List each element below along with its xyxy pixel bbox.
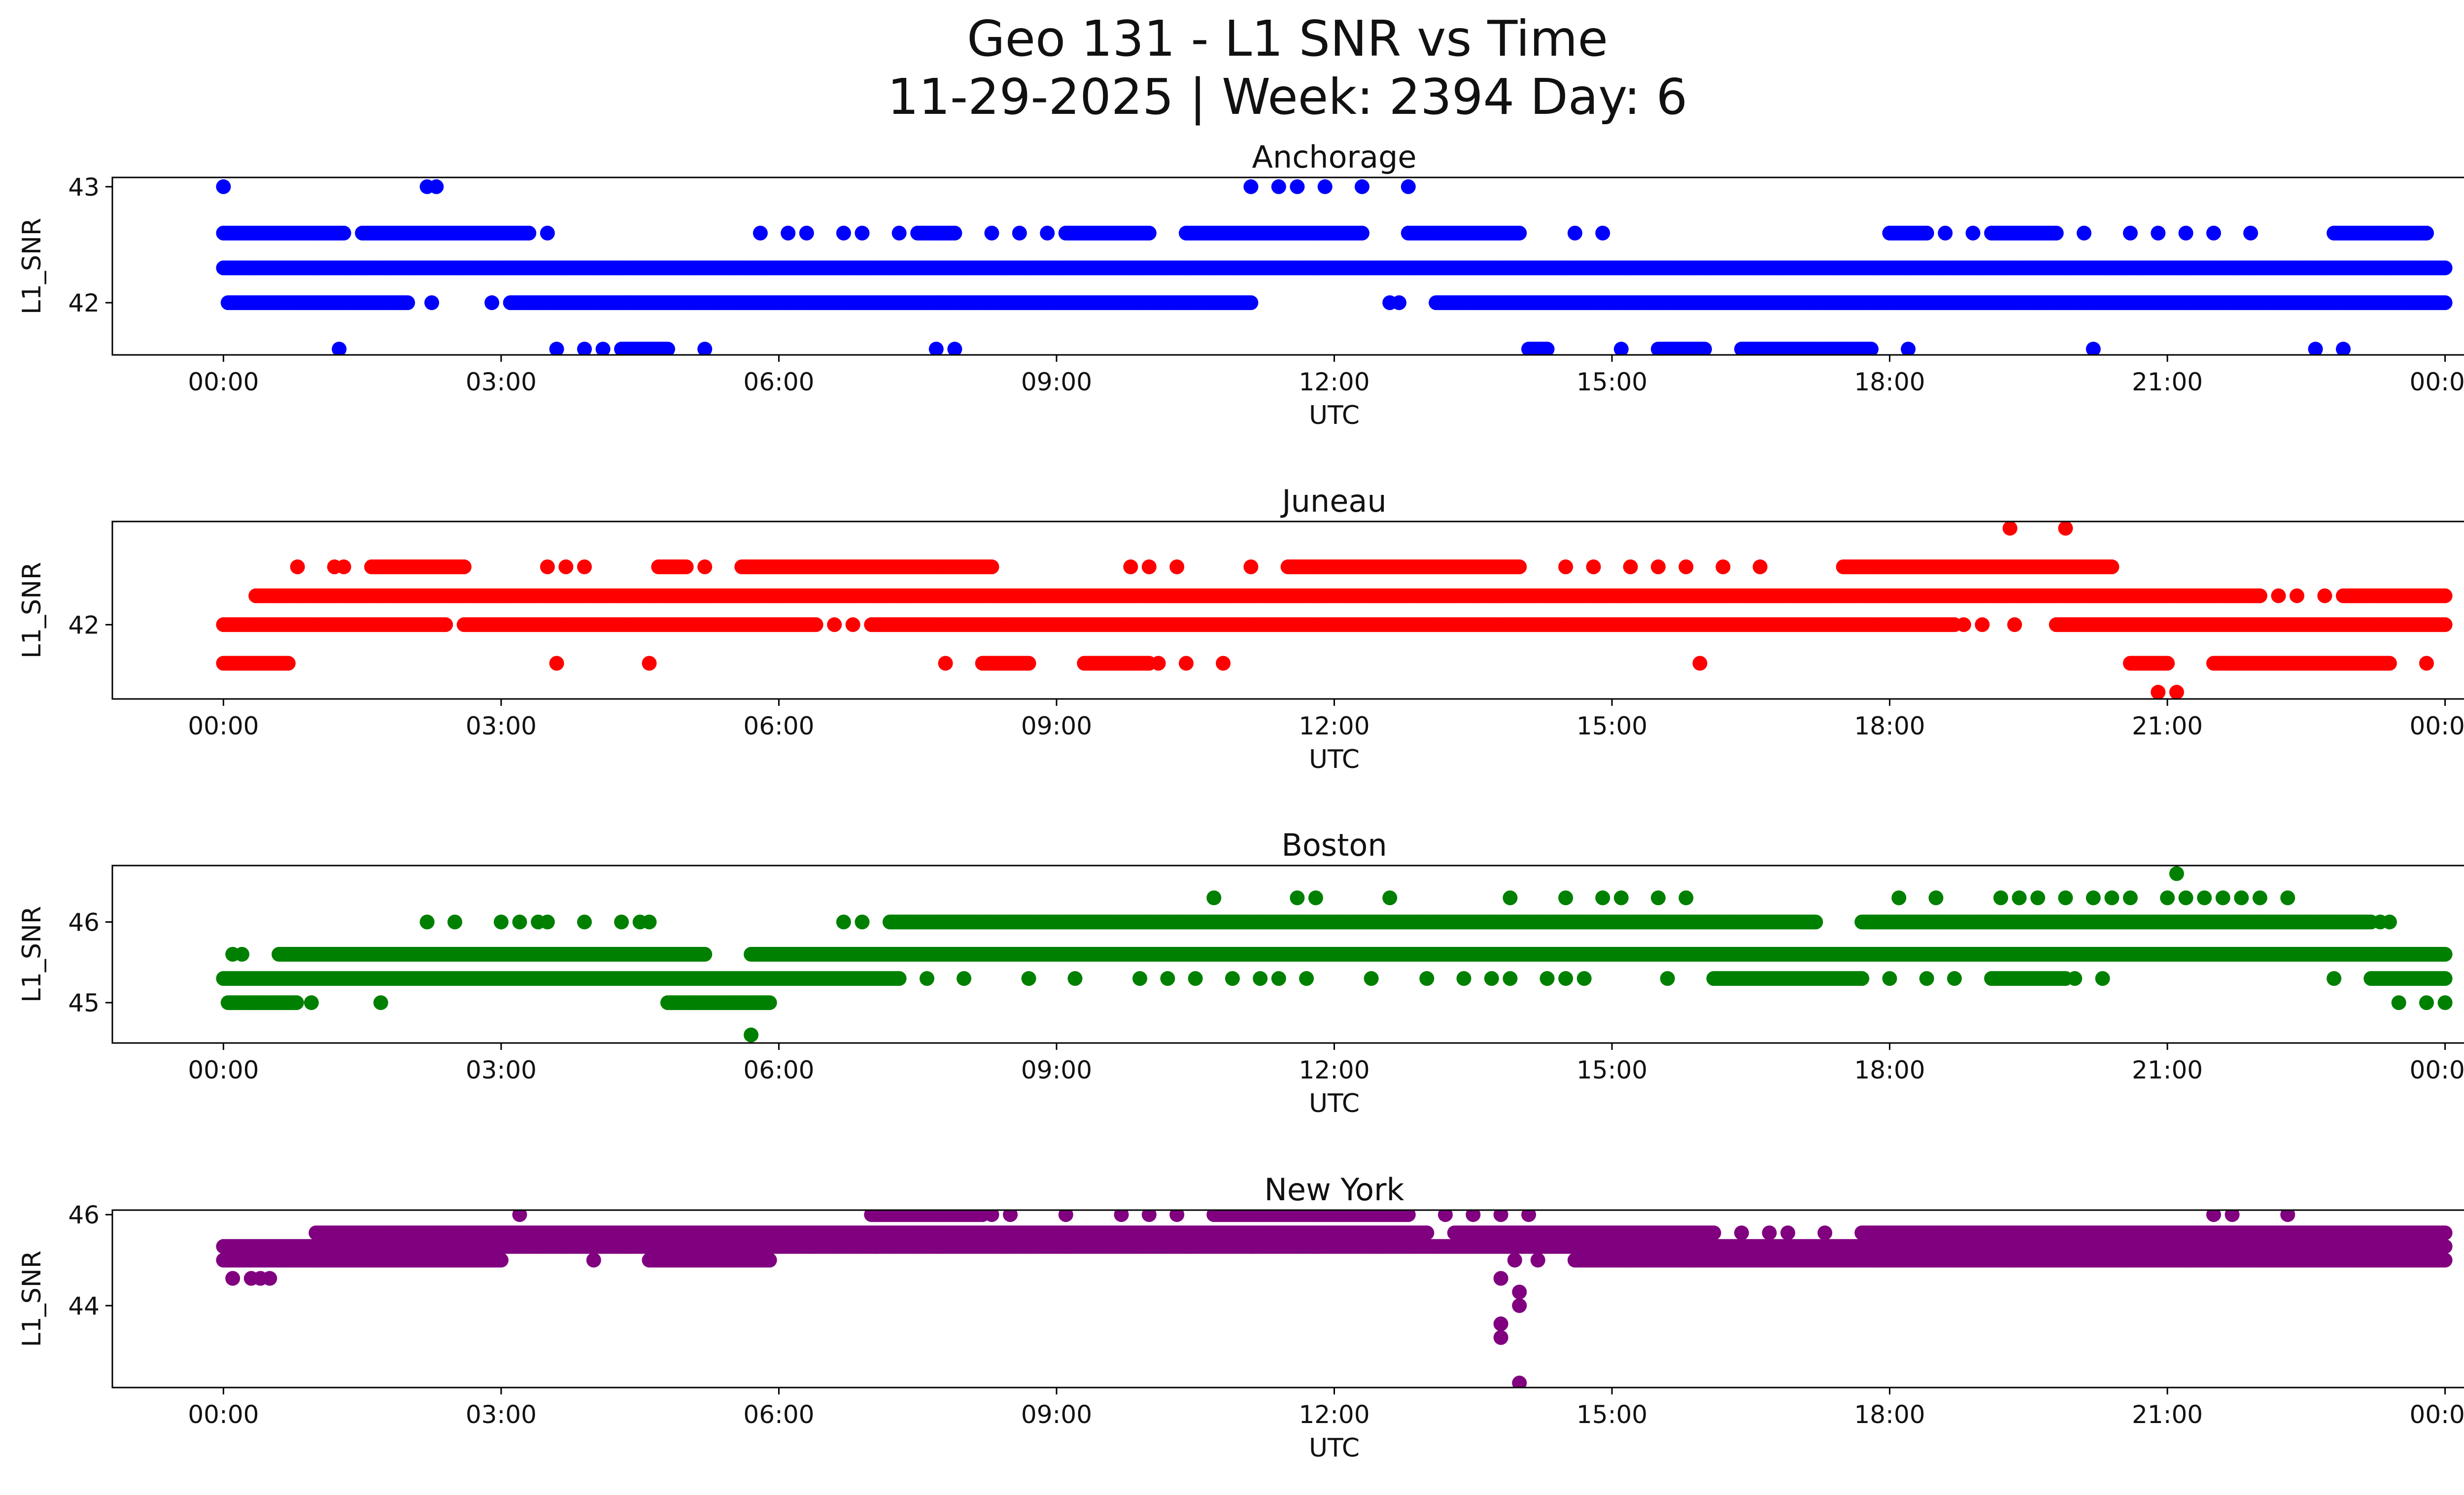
data-point — [855, 225, 870, 241]
data-point — [2243, 225, 2259, 241]
data-point — [1901, 342, 1916, 355]
x-tick-label: 06:00 — [743, 368, 814, 396]
data-point — [1697, 342, 1712, 355]
data-point — [1864, 342, 1879, 355]
data-point — [336, 225, 351, 241]
data-point — [577, 342, 592, 355]
data-point — [1613, 342, 1629, 355]
data-point — [1938, 225, 1953, 241]
y-axis-label: L1_SNR — [17, 218, 47, 314]
data-point — [1040, 225, 1055, 241]
data-point — [438, 617, 453, 632]
data-point — [1512, 225, 1527, 241]
figure-title-line-2: 11-29-2025 | Week: 2394 Day: 6 — [887, 68, 1688, 126]
x-tick-label: 09:00 — [1021, 368, 1092, 396]
data-point — [2437, 260, 2453, 276]
data-points — [216, 522, 2453, 699]
data-point — [521, 225, 537, 241]
data-point — [1919, 225, 1934, 241]
data-point — [1567, 225, 1582, 241]
data-point — [2178, 225, 2193, 241]
x-axis-label: UTC — [1309, 401, 1360, 430]
data-point — [660, 342, 675, 355]
x-tick-label: 18:00 — [1854, 368, 1925, 396]
data-point — [984, 225, 999, 241]
data-point — [2437, 295, 2453, 311]
data-point — [2151, 225, 2166, 241]
y-tick-label: 42 — [68, 289, 100, 317]
data-point — [781, 225, 796, 241]
x-tick-label: 00:00 — [188, 368, 259, 396]
figure-title: Geo 131 - L1 SNR vs Time 11-29-2025 | We… — [0, 10, 2464, 126]
data-point — [549, 342, 564, 355]
data-point — [1271, 179, 1286, 194]
data-point — [1290, 179, 1305, 194]
data-point — [424, 295, 440, 311]
x-tick-label: 00:00 — [2410, 368, 2464, 396]
data-point — [753, 225, 768, 241]
data-point — [808, 617, 823, 632]
data-point — [1354, 225, 1369, 241]
data-point — [2252, 588, 2267, 603]
data-point — [836, 225, 851, 241]
data-point — [928, 342, 944, 355]
data-point — [1243, 295, 1259, 311]
data-point — [947, 342, 962, 355]
figure-title-line-1: Geo 131 - L1 SNR vs Time — [967, 10, 1608, 68]
data-point — [216, 179, 231, 194]
y-tick-label: 43 — [68, 173, 100, 202]
data-points — [216, 179, 2453, 355]
subplot-anchorage: Anchorage 00:00 03:00 06:00 09:00 12:00 15:00 1… — [17, 139, 2464, 430]
data-point — [1354, 179, 1369, 194]
data-point — [799, 225, 814, 241]
data-point — [540, 225, 555, 241]
data-point — [2206, 225, 2221, 241]
data-point — [947, 225, 962, 241]
data-point — [2086, 342, 2101, 355]
data-point — [1392, 295, 1406, 311]
data-point — [697, 342, 713, 355]
data-point — [1595, 225, 1610, 241]
data-point — [400, 295, 415, 311]
x-tick-label: 03:00 — [466, 368, 537, 396]
data-point — [2437, 588, 2453, 603]
data-point — [2308, 342, 2323, 355]
data-point — [2049, 225, 2064, 241]
data-point — [891, 225, 907, 241]
data-point — [2122, 225, 2138, 241]
data-point — [1317, 179, 1333, 194]
data-point — [1012, 225, 1027, 241]
data-point — [1401, 179, 1416, 194]
data-point — [1540, 342, 1555, 355]
x-tick-label: 15:00 — [1576, 368, 1647, 396]
data-point — [429, 179, 444, 194]
subplot-title: Juneau — [1280, 483, 1386, 519]
subplot-title: Anchorage — [1252, 139, 1416, 175]
data-point — [2419, 225, 2434, 241]
data-point — [595, 342, 611, 355]
data-point — [1243, 179, 1259, 194]
x-tick-label: 12:00 — [1299, 368, 1369, 396]
data-point — [1141, 225, 1157, 241]
x-tick-label: 21:00 — [2132, 368, 2203, 396]
data-point — [1965, 225, 1981, 241]
data-point — [2336, 342, 2351, 355]
data-point — [332, 342, 347, 355]
data-point — [2077, 225, 2091, 241]
data-point — [484, 295, 500, 311]
